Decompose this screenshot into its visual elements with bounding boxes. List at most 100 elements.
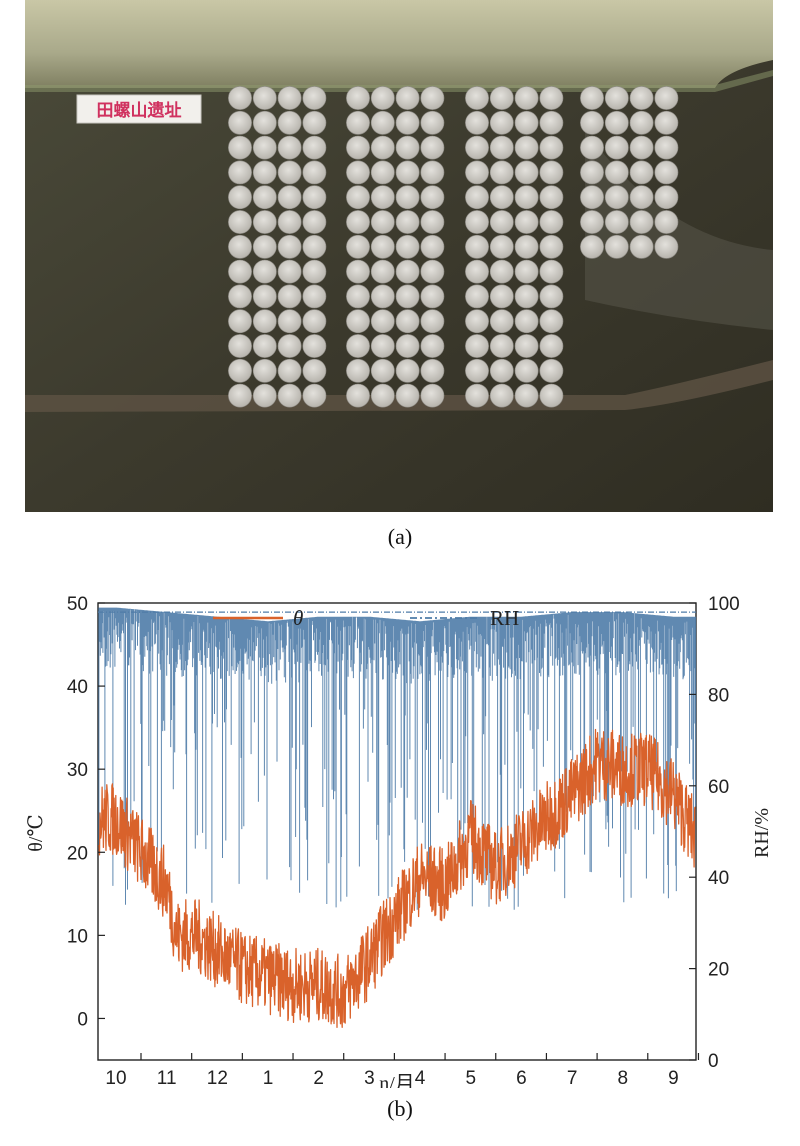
x-tick-label: 12 [207,1068,228,1088]
sample-disc [489,309,514,334]
sample-disc [420,358,445,383]
sample-disc [629,160,654,185]
sample-disc [395,309,420,334]
sample-disc [654,110,679,135]
sample-disc [346,210,370,234]
rh-series [98,607,697,910]
sample-disc [539,185,564,210]
sample-disc [370,259,395,284]
sample-disc [465,383,489,408]
right-tick-label: 100 [708,594,740,615]
left-tick-label: 30 [67,760,88,781]
sample-disc [252,110,277,135]
sample-disc [252,358,277,383]
sample-disc [252,334,277,358]
x-tick-label: 4 [415,1068,426,1088]
x-axis-label: n/月 [379,1073,415,1088]
sample-disc [302,234,327,259]
sample-disc [395,110,420,135]
sample-disc [465,160,489,185]
sample-disc [580,135,604,160]
legend-rh-label: RH [490,606,519,630]
sample-disc [514,185,539,210]
sample-disc [395,358,420,383]
right-axis-label: RH/% [751,808,773,858]
sample-disc [539,259,564,284]
right-tick-label: 80 [708,685,729,706]
sample-disc [580,160,604,185]
sample-disc [465,185,489,210]
sample-disc [489,110,514,135]
sample-disc [489,86,514,110]
sample-disc [277,110,302,135]
left-tick-label: 10 [67,926,88,947]
sample-disc [395,210,420,234]
sample-disc [420,284,445,309]
sample-disc [370,383,395,408]
sample-disc [228,210,252,234]
site-sign-label: 田螺山遗址 [97,100,182,121]
sample-disc [654,135,679,160]
sample-disc [465,234,489,259]
sample-disc [228,185,252,210]
sample-disc [302,334,327,358]
sample-disc [629,234,654,259]
sample-disc [346,160,370,185]
sample-disc [420,86,445,110]
sample-disc [604,135,629,160]
sample-disc [420,160,445,185]
sample-disc [420,185,445,210]
panel-b-caption: (b) [387,1096,413,1121]
sample-disc [346,383,370,408]
sample-disc [539,234,564,259]
sample-disc [514,334,539,358]
site-sign: 田螺山遗址 [76,94,202,124]
sample-disc [228,234,252,259]
sample-disc [514,234,539,259]
sample-disc [580,86,604,110]
x-tick-label: 1 [263,1068,274,1088]
left-axis-label: θ/℃ [25,814,47,852]
sample-disc [489,334,514,358]
temperature-line [98,728,696,1029]
sample-disc [514,284,539,309]
sample-disc [489,210,514,234]
sample-disc [346,358,370,383]
temperature-humidity-chart: 0 10 20 30 40 50 0 20 40 60 80 100 10 11 12 1 2 3 4 5 6 7 8 9… [0,578,800,1095]
sample-disc [604,185,629,210]
sample-disc [465,210,489,234]
sample-disc [514,86,539,110]
sample-disc [420,234,445,259]
sample-disc [489,383,514,408]
sample-disc [465,135,489,160]
sample-disc [514,135,539,160]
sample-disc [302,185,327,210]
sample-disc [465,110,489,135]
legend-theta-label: θ [293,606,303,630]
sample-disc [370,86,395,110]
sample-disc [420,135,445,160]
x-tick-label: 6 [516,1068,527,1088]
sample-disc [252,259,277,284]
x-tick-label: 7 [567,1068,578,1088]
sample-disc [395,259,420,284]
rh-spikes [98,607,697,910]
sample-disc [277,135,302,160]
sample-disc [370,234,395,259]
sample-disc [277,234,302,259]
sample-disc [302,284,327,309]
sample-disc [489,234,514,259]
sample-disc [604,86,629,110]
sample-disc [302,309,327,334]
left-tick-label: 0 [77,1009,88,1030]
sample-disc [252,160,277,185]
sample-disc [228,383,252,408]
sample-disc [228,160,252,185]
left-tick-label: 40 [67,677,88,698]
sample-disc [346,86,370,110]
sample-disc [654,185,679,210]
sample-disc [420,309,445,334]
panel-a-caption: (a) [387,524,413,549]
sample-disc [514,210,539,234]
sample-disc [277,334,302,358]
